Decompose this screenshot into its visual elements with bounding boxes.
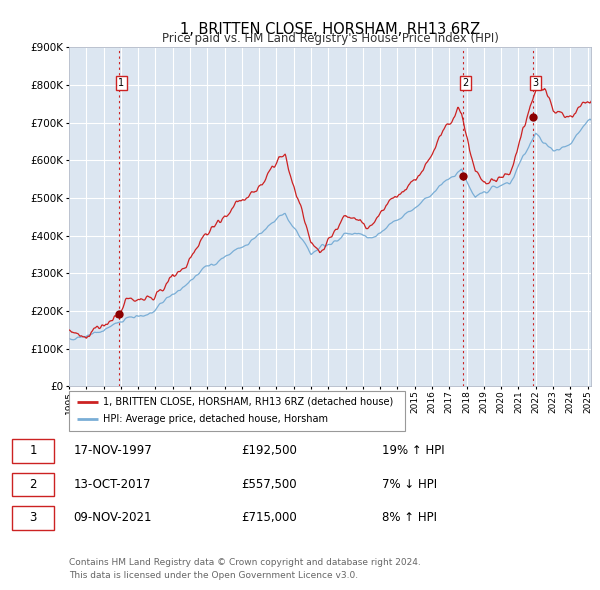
Text: HPI: Average price, detached house, Horsham: HPI: Average price, detached house, Hors… bbox=[103, 414, 328, 424]
Text: 1, BRITTEN CLOSE, HORSHAM, RH13 6RZ (detached house): 1, BRITTEN CLOSE, HORSHAM, RH13 6RZ (det… bbox=[103, 397, 393, 407]
Text: 8% ↑ HPI: 8% ↑ HPI bbox=[382, 512, 437, 525]
Bar bbox=[12, 439, 54, 463]
Text: 1: 1 bbox=[29, 444, 37, 457]
Text: £192,500: £192,500 bbox=[241, 444, 297, 457]
Text: 3: 3 bbox=[29, 512, 37, 525]
Text: 7% ↓ HPI: 7% ↓ HPI bbox=[382, 478, 437, 491]
Text: Price paid vs. HM Land Registry's House Price Index (HPI): Price paid vs. HM Land Registry's House … bbox=[161, 32, 499, 45]
Text: Contains HM Land Registry data © Crown copyright and database right 2024.: Contains HM Land Registry data © Crown c… bbox=[69, 558, 421, 566]
Bar bbox=[12, 506, 54, 530]
Text: £557,500: £557,500 bbox=[241, 478, 297, 491]
Text: 3: 3 bbox=[533, 78, 539, 88]
Text: 09-NOV-2021: 09-NOV-2021 bbox=[74, 512, 152, 525]
Text: 1, BRITTEN CLOSE, HORSHAM, RH13 6RZ: 1, BRITTEN CLOSE, HORSHAM, RH13 6RZ bbox=[180, 22, 480, 37]
Text: 2: 2 bbox=[29, 478, 37, 491]
Text: £715,000: £715,000 bbox=[241, 512, 297, 525]
Text: 13-OCT-2017: 13-OCT-2017 bbox=[74, 478, 151, 491]
Text: This data is licensed under the Open Government Licence v3.0.: This data is licensed under the Open Gov… bbox=[69, 571, 358, 580]
Text: 17-NOV-1997: 17-NOV-1997 bbox=[74, 444, 152, 457]
Text: 19% ↑ HPI: 19% ↑ HPI bbox=[382, 444, 445, 457]
Bar bbox=[12, 473, 54, 496]
Text: 1: 1 bbox=[118, 78, 124, 88]
Text: 2: 2 bbox=[462, 78, 469, 88]
